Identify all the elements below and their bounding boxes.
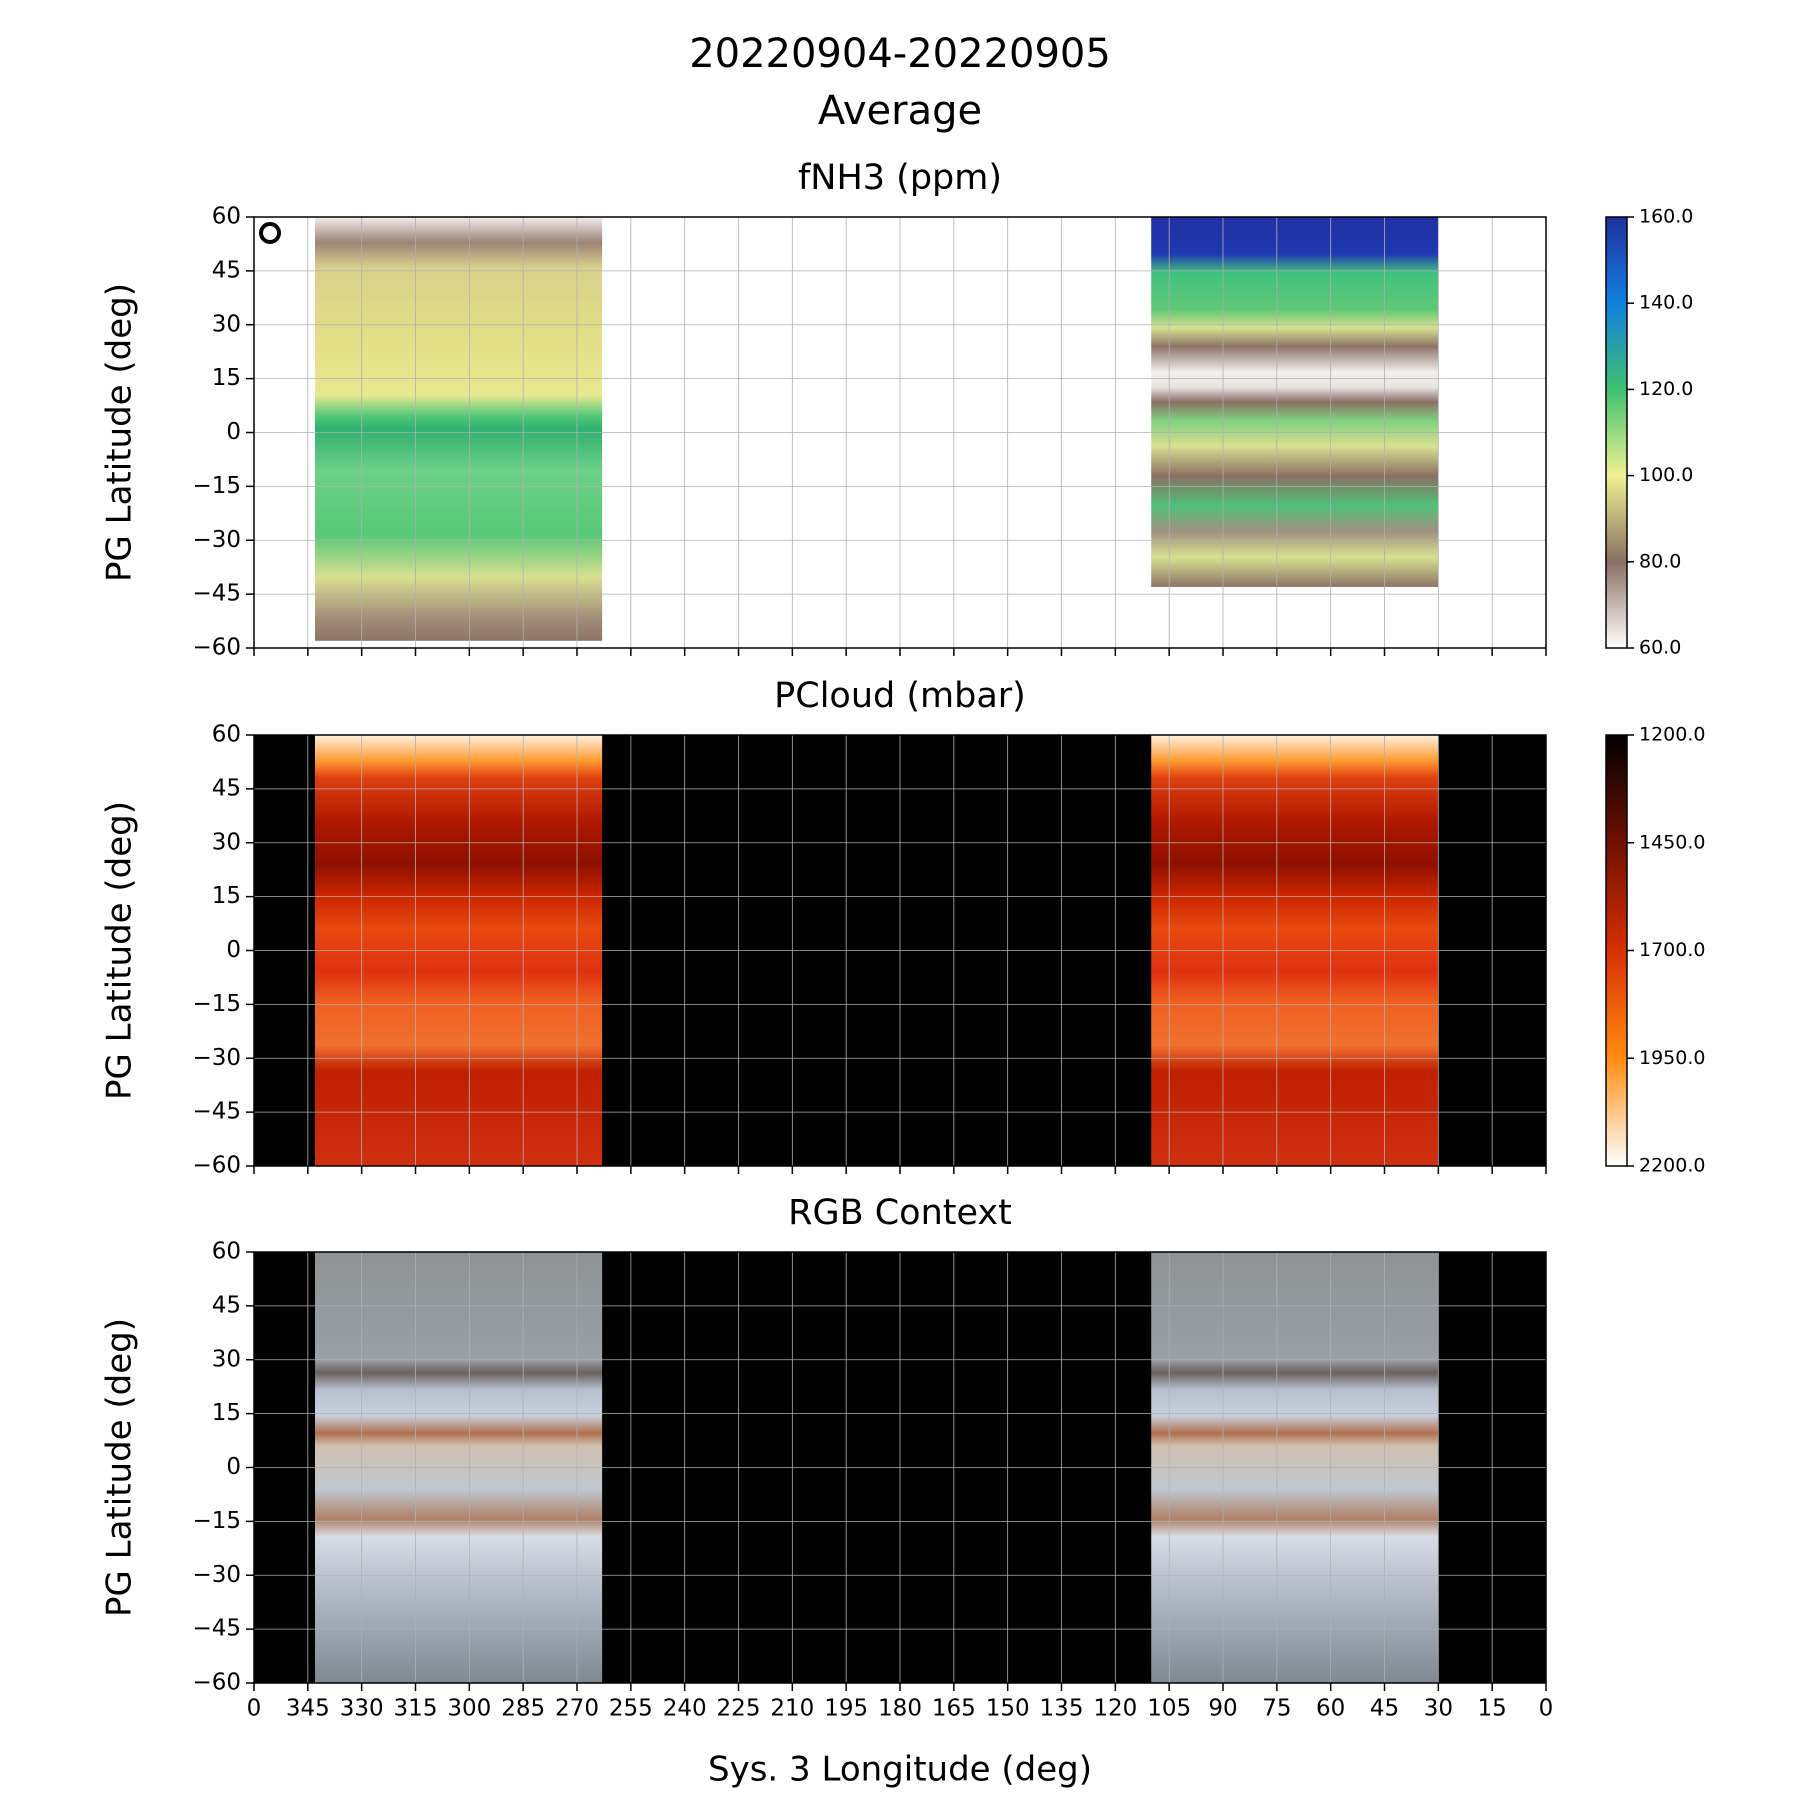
y-tick-label: 0: [226, 1454, 241, 1480]
figure-subtitle: Average: [818, 88, 982, 134]
y-tick-label: 60: [212, 204, 241, 230]
x-tick-label: 315: [394, 1696, 438, 1722]
y-tick-label: 45: [212, 1292, 241, 1318]
x-tick-label: 225: [717, 1696, 761, 1722]
x-tick-label: 75: [1262, 1696, 1291, 1722]
panel-title: fNH3 (ppm): [798, 158, 1002, 198]
x-tick-label: 165: [932, 1696, 976, 1722]
y-tick-label: 15: [212, 365, 241, 391]
x-tick-label: 120: [1093, 1696, 1137, 1722]
plot-frame: [253, 216, 1547, 649]
y-axis-label: PG Latitude (deg): [100, 283, 140, 582]
x-tick-label: 345: [286, 1696, 330, 1722]
y-tick-label: 45: [212, 257, 241, 283]
x-tick-label: 105: [1147, 1696, 1191, 1722]
y-tick-label: 60: [212, 1239, 241, 1265]
x-tick-label: 0: [247, 1696, 262, 1722]
x-tick-label: 150: [986, 1696, 1030, 1722]
y-tick-label: 15: [212, 883, 241, 909]
panel-title: RGB Context: [788, 1193, 1012, 1233]
y-tick-label: 30: [212, 311, 241, 337]
x-tick-label: 240: [663, 1696, 707, 1722]
y-axis-label: PG Latitude (deg): [100, 801, 140, 1100]
plot-frame: [253, 734, 1547, 1167]
x-tick-label: 195: [824, 1696, 868, 1722]
x-tick-label: 210: [770, 1696, 814, 1722]
y-tick-label: −60: [192, 1670, 241, 1696]
x-tick-label: 90: [1208, 1696, 1237, 1722]
colorbar-tick-label: 120.0: [1639, 378, 1693, 400]
colorbar-tick-label: 60.0: [1639, 637, 1681, 659]
y-tick-label: −45: [192, 1099, 241, 1125]
x-tick-label: 270: [555, 1696, 599, 1722]
y-tick-label: 60: [212, 722, 241, 748]
y-tick-label: 0: [226, 419, 241, 445]
colorbar-tick-label: 2200.0: [1639, 1155, 1705, 1177]
x-tick-label: 15: [1478, 1696, 1507, 1722]
colorbar-tick-label: 1700.0: [1639, 939, 1705, 961]
x-tick-label: 60: [1316, 1696, 1345, 1722]
colorbar-tick-label: 140.0: [1639, 292, 1693, 314]
y-tick-label: 30: [212, 1346, 241, 1372]
y-tick-label: 30: [212, 829, 241, 855]
x-tick-label: 180: [878, 1696, 922, 1722]
x-tick-label: 255: [609, 1696, 653, 1722]
marker: [259, 222, 281, 244]
colorbar-tick-label: 160.0: [1639, 206, 1693, 228]
y-tick-label: −15: [192, 1508, 241, 1534]
heatmap-block: [1151, 217, 1439, 587]
colorbar-tick-label: 1450.0: [1639, 831, 1705, 853]
figure-title: 20220904-20220905: [689, 31, 1111, 77]
colorbar-tick-label: 1950.0: [1639, 1047, 1705, 1069]
y-tick-label: −30: [192, 527, 241, 553]
y-tick-label: −15: [192, 991, 241, 1017]
y-tick-label: −60: [192, 635, 241, 661]
x-tick-label: 300: [447, 1696, 491, 1722]
plot-frame: [253, 1251, 1547, 1684]
x-axis-label: Sys. 3 Longitude (deg): [708, 1750, 1092, 1790]
y-tick-label: −45: [192, 1616, 241, 1642]
y-tick-label: −15: [192, 473, 241, 499]
colorbar-tick-label: 1200.0: [1639, 724, 1705, 746]
y-tick-label: −45: [192, 581, 241, 607]
panel-title: PCloud (mbar): [774, 676, 1026, 716]
x-tick-label: 330: [340, 1696, 384, 1722]
y-tick-label: 15: [212, 1400, 241, 1426]
y-tick-label: −60: [192, 1153, 241, 1179]
y-tick-label: −30: [192, 1045, 241, 1071]
x-tick-label: 0: [1539, 1696, 1554, 1722]
colorbar-tick-label: 100.0: [1639, 464, 1693, 486]
x-tick-label: 285: [501, 1696, 545, 1722]
x-tick-label: 135: [1040, 1696, 1084, 1722]
x-tick-label: 30: [1424, 1696, 1453, 1722]
y-tick-label: 0: [226, 937, 241, 963]
x-tick-label: 45: [1370, 1696, 1399, 1722]
colorbar-tick-label: 80.0: [1639, 550, 1681, 572]
heatmap-block: [315, 217, 603, 641]
y-axis-label: PG Latitude (deg): [100, 1318, 140, 1617]
y-tick-label: −30: [192, 1562, 241, 1588]
colorbar: [1605, 216, 1628, 649]
y-tick-label: 45: [212, 775, 241, 801]
colorbar: [1605, 734, 1628, 1167]
